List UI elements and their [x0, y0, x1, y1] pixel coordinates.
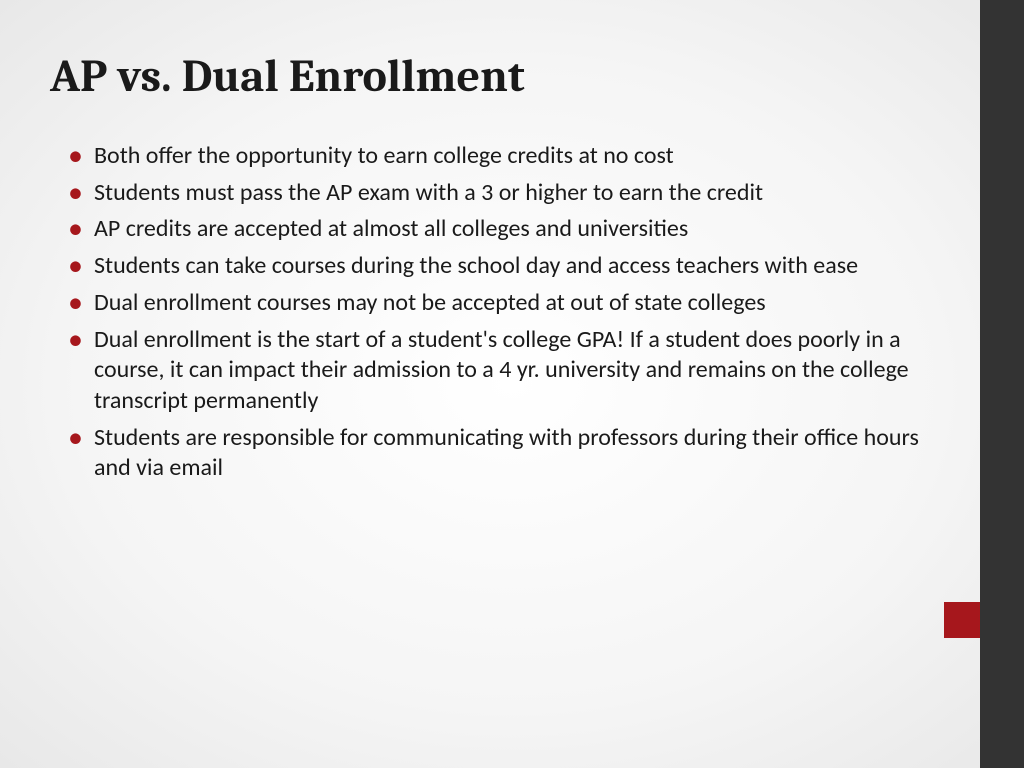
- bullet-item: Students are responsible for communicati…: [94, 423, 934, 484]
- bullet-item: Dual enrollment courses may not be accep…: [94, 288, 934, 319]
- bullet-item: Students must pass the AP exam with a 3 …: [94, 178, 934, 209]
- bullet-item: Dual enrollment is the start of a studen…: [94, 325, 934, 417]
- bullet-list: Both offer the opportunity to earn colle…: [50, 141, 934, 484]
- sidebar-dark-stripe: [980, 0, 1024, 768]
- bullet-item: Students can take courses during the sch…: [94, 251, 934, 282]
- sidebar-red-accent: [944, 602, 980, 638]
- bullet-item: Both offer the opportunity to earn colle…: [94, 141, 934, 172]
- bullet-item: AP credits are accepted at almost all co…: [94, 214, 934, 245]
- slide-container: AP vs. Dual Enrollment Both offer the op…: [0, 0, 1024, 768]
- slide-title: AP vs. Dual Enrollment: [50, 50, 934, 103]
